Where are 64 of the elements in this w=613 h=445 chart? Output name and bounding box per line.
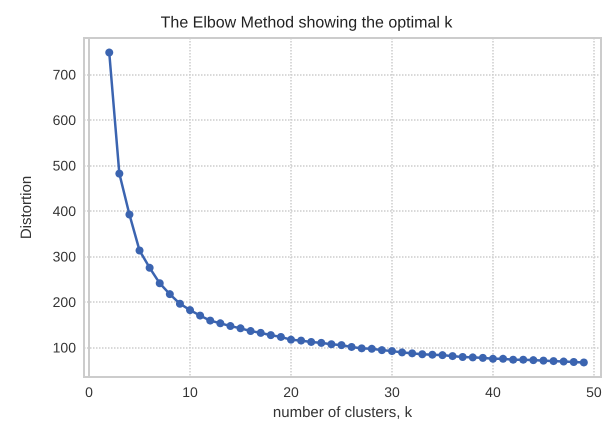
- point: [297, 336, 306, 345]
- point: [468, 353, 477, 362]
- point: [105, 48, 114, 57]
- y-tick-label: 600: [52, 112, 76, 128]
- point: [226, 322, 234, 330]
- point: [186, 306, 194, 314]
- y-tick-label: 300: [52, 248, 76, 264]
- point: [570, 358, 578, 366]
- point: [327, 340, 336, 348]
- x-axis-title: number of clusters, k: [272, 404, 413, 421]
- point: [236, 324, 245, 332]
- point: [256, 328, 265, 337]
- point: [317, 338, 326, 347]
- point: [519, 356, 528, 364]
- y-tick-label: 500: [52, 157, 76, 174]
- point: [398, 348, 406, 356]
- point: [276, 332, 285, 341]
- point: [388, 347, 396, 356]
- point: [529, 356, 538, 364]
- chart-title: The Elbow Method showing the optimal k: [160, 14, 454, 32]
- point: [196, 312, 204, 320]
- point: [550, 357, 558, 366]
- point: [246, 327, 255, 336]
- y-tick-label: 100: [52, 339, 76, 356]
- point: [307, 338, 316, 346]
- y-tick-label: 700: [52, 66, 76, 82]
- y-tick-label: 400: [52, 202, 76, 219]
- point: [488, 354, 497, 363]
- point: [560, 358, 568, 366]
- point: [176, 300, 184, 308]
- point: [509, 356, 518, 364]
- x-tick-label: 30: [384, 384, 400, 400]
- y-axis-title: Distortion: [18, 176, 35, 240]
- point: [358, 344, 366, 352]
- point: [266, 331, 275, 340]
- x-tick-label: 10: [182, 384, 198, 400]
- point: [136, 246, 144, 254]
- point: [378, 346, 386, 354]
- point: [458, 352, 467, 361]
- point: [368, 344, 376, 353]
- point: [216, 319, 224, 328]
- x-tick-label: 20: [283, 384, 299, 400]
- y-tick-label: 200: [52, 294, 76, 310]
- point: [156, 279, 164, 288]
- point: [499, 354, 508, 363]
- point: [418, 350, 426, 358]
- point: [206, 316, 214, 325]
- point: [348, 342, 356, 351]
- point: [478, 354, 487, 362]
- x-tick-label: 50: [586, 384, 602, 400]
- point: [115, 170, 124, 178]
- point: [338, 341, 346, 350]
- point: [125, 210, 134, 219]
- point: [438, 351, 446, 360]
- point: [166, 290, 174, 298]
- point: [448, 352, 457, 360]
- point: [146, 264, 154, 272]
- point: [428, 350, 436, 359]
- x-tick-label: 0: [85, 384, 94, 400]
- point: [287, 336, 295, 344]
- point: [539, 356, 548, 365]
- point: [580, 358, 588, 366]
- x-tick-label: 40: [485, 384, 501, 400]
- point: [408, 349, 416, 358]
